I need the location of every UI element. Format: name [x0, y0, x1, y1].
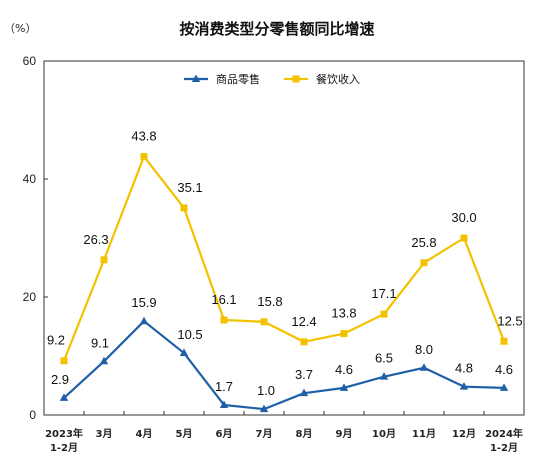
- data-point-marker: [180, 204, 188, 212]
- data-label: 10.5: [177, 327, 202, 342]
- x-tick-label-line: 12月: [452, 428, 476, 440]
- x-tick-label: 8月: [296, 428, 313, 440]
- x-tick-label-line: 10月: [372, 428, 396, 440]
- data-label: 13.8: [331, 306, 356, 321]
- x-tick-label-line: 8月: [296, 428, 313, 440]
- data-point-marker: [220, 316, 228, 324]
- data-point-marker: [140, 153, 148, 161]
- chart-title: 按消费类型分零售额同比增速: [179, 20, 374, 38]
- x-tick-label-line: 9月: [336, 428, 353, 440]
- data-point-marker: [380, 310, 388, 318]
- series-line-2: [62, 155, 506, 362]
- data-label: 25.8: [411, 235, 436, 250]
- data-label: 43.8: [131, 129, 156, 144]
- data-label: 6.5: [375, 351, 393, 366]
- data-label: 3.7: [295, 367, 313, 382]
- data-point-marker: [339, 383, 349, 391]
- x-tick-label-line: 5月: [176, 428, 193, 440]
- x-tick-label: 7月: [256, 428, 273, 440]
- data-label: 15.9: [131, 295, 156, 310]
- x-tick-label: 4月: [136, 428, 153, 440]
- plot-area-frame: [43, 60, 525, 416]
- y-tick-label: 40: [23, 172, 37, 186]
- data-point-marker: [299, 388, 309, 397]
- x-tick-label: 9月: [336, 428, 353, 440]
- series-line-1: [63, 320, 505, 411]
- data-label: 4.8: [455, 361, 473, 376]
- x-tick-label-line: 7月: [256, 428, 273, 440]
- data-label: 12.5: [497, 313, 522, 328]
- x-tick-label: 2023年 1-2月: [45, 427, 83, 454]
- x-tick-label-line: 6月: [216, 428, 233, 440]
- x-tick-label: 2024年 1-2月: [485, 427, 523, 454]
- x-tick-label-line: 1-2月: [490, 442, 518, 454]
- data-point-marker: [300, 338, 308, 346]
- data-point-marker: [100, 256, 108, 264]
- data-point-marker: [219, 400, 229, 408]
- data-point-marker: [259, 404, 269, 413]
- data-point-marker: [379, 372, 389, 380]
- x-tick-label: 3月: [96, 428, 113, 440]
- x-tick-label: 5月: [176, 428, 193, 440]
- data-point-marker: [340, 330, 348, 338]
- data-label: 30.0: [451, 210, 476, 225]
- x-tick-label: 12月: [452, 428, 476, 440]
- legend-marker-2: [292, 75, 300, 83]
- data-label: 9.1: [91, 335, 109, 350]
- y-tick-label: 20: [23, 290, 37, 304]
- x-tick-label-line: 11月: [412, 428, 436, 440]
- data-label: 26.3: [83, 232, 108, 247]
- data-label: 4.6: [335, 362, 353, 377]
- data-point-marker: [500, 337, 508, 345]
- y-tick-label: 60: [23, 54, 37, 68]
- legend-label-1: 商品零售: [216, 72, 260, 86]
- data-label: 35.1: [177, 180, 202, 195]
- data-label: 12.4: [291, 314, 316, 329]
- data-point-marker: [499, 383, 509, 391]
- data-point-marker: [59, 393, 69, 401]
- legend-label-2: 餐饮收入: [316, 72, 360, 86]
- data-label: 9.2: [47, 333, 65, 348]
- data-point-marker: [260, 318, 268, 326]
- x-tick-label-line: 3月: [96, 428, 113, 440]
- data-label: 1.0: [257, 383, 275, 398]
- x-tick-label-line: 2024年: [485, 427, 523, 440]
- data-label: 15.8: [257, 294, 282, 309]
- data-point-marker: [99, 356, 109, 365]
- data-label: 17.1: [371, 286, 396, 301]
- data-label: 8.0: [415, 342, 433, 357]
- x-tick-label: 6月: [216, 428, 233, 440]
- data-point-marker: [459, 382, 469, 390]
- data-point-marker: [419, 363, 429, 371]
- data-point-marker: [139, 316, 149, 325]
- data-point-marker: [60, 357, 68, 365]
- data-point-marker: [460, 234, 468, 242]
- y-unit-label: （%）: [4, 22, 36, 35]
- x-tick-label: 10月: [372, 428, 396, 440]
- x-tick-label-line: 1-2月: [50, 442, 78, 454]
- x-tick-label-line: 2023年: [45, 427, 83, 440]
- y-tick-label: 0: [29, 408, 36, 422]
- data-label: 1.7: [215, 379, 233, 394]
- x-tick-label-line: 4月: [136, 428, 153, 440]
- data-label: 4.6: [495, 362, 513, 377]
- data-point-marker: [420, 259, 428, 267]
- legend-marker-1: [191, 74, 201, 82]
- data-label: 2.9: [51, 372, 69, 387]
- data-point-marker: [179, 348, 189, 357]
- data-label: 16.1: [211, 292, 236, 307]
- x-tick-label: 11月: [412, 428, 436, 440]
